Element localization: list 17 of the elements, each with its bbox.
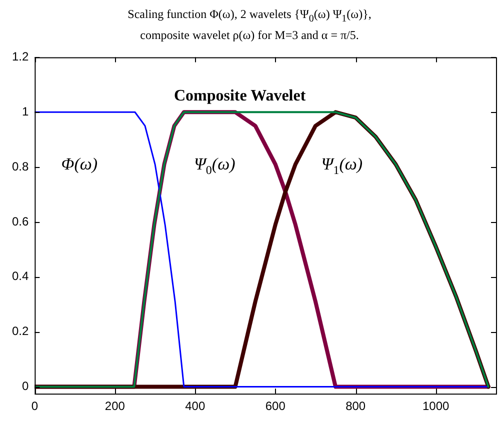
y-tick-label: 1 [22, 104, 29, 118]
x-tick-label: 600 [265, 399, 286, 414]
x-tick-label: 0 [31, 399, 38, 414]
y-tick-label: 0 [22, 379, 29, 394]
text: Φ(ω) [61, 154, 98, 174]
x-tick-label: 400 [185, 399, 206, 414]
series-label: Composite Wavelet [174, 88, 306, 105]
y-tick-label: 0.2 [12, 324, 29, 338]
y-tick-label: 0.6 [12, 214, 29, 228]
chart-title: Scaling function Φ(ω), 2 wavelets {Ψ$_{0}$(ω) Ψ$_{1}$(ω)}, [126, 6, 372, 26]
chart-subtitle: composite wavelet ρ(ω) for M=3 and α = π/5. [139, 27, 360, 44]
x-tick-label: 1000 [422, 399, 450, 414]
x-tick-label: 800 [346, 399, 366, 414]
x-tick-label: 200 [104, 399, 126, 414]
y-tick-label: 0.4 [12, 269, 29, 284]
y-tick-label: 1.2 [12, 50, 29, 64]
y-tick-label: 0.8 [12, 159, 29, 174]
